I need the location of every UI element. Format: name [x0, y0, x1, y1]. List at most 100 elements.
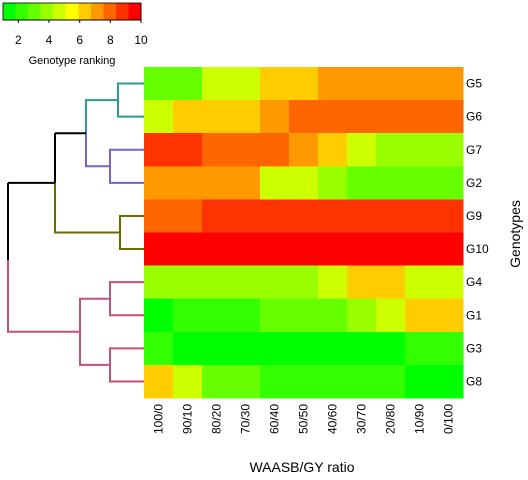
heatmap-cell-G6-3	[231, 100, 261, 134]
heatmap-cell-G3-5	[289, 331, 319, 366]
heatmap-cell-G10-8	[376, 232, 406, 267]
column-label-7: 30/70	[355, 404, 369, 434]
heatmap-cell-G1-9	[405, 298, 435, 333]
column-label-3: 70/30	[239, 404, 253, 434]
heatmap-cell-G7-7	[347, 133, 377, 167]
column-label-9: 10/90	[413, 404, 427, 434]
dendro-merge-G9-G10	[119, 214, 144, 251]
heatmap-cell-G1-2	[202, 298, 232, 333]
row-label-G9: G9	[466, 209, 482, 223]
heatmap-cell-G9-6	[318, 199, 348, 234]
dendro-merge-G5-G6	[117, 82, 144, 118]
legend-swatch-5	[65, 3, 79, 20]
heatmap-cell-G2-9	[405, 166, 435, 200]
row-label-G1: G1	[466, 308, 482, 322]
heatmap-cell-G6-6	[318, 100, 348, 134]
heatmap-cell-G4-1	[173, 265, 203, 300]
heatmap-cell-G10-10	[434, 232, 464, 267]
heatmap-cell-G1-1	[173, 298, 203, 333]
heatmap-cell-G4-3	[231, 265, 261, 300]
heatmap-cell-G1-3	[231, 298, 261, 333]
heatmap-cell-G5-8	[376, 67, 406, 101]
heatmap-cell-G3-7	[347, 331, 377, 366]
heatmap-cell-G4-5	[289, 265, 319, 300]
heatmap-cell-G4-4	[260, 265, 290, 300]
heatmap-cell-G6-7	[347, 100, 377, 134]
dendro-merge-G7-G2	[109, 148, 144, 184]
heatmap-cell-G5-5	[289, 67, 319, 101]
heatmap-cell-G3-1	[173, 331, 203, 366]
heatmap-cell-G6-4	[260, 100, 290, 134]
heatmap-cell-G5-0	[144, 67, 174, 101]
row-label-G5: G5	[466, 77, 482, 91]
heatmap-cell-G9-2	[202, 199, 232, 234]
dendro-merge-G3-G8	[109, 347, 144, 383]
heatmap-cell-G10-7	[347, 232, 377, 267]
dendro-branch-G5G6	[85, 99, 118, 134]
heatmap-cell-G1-10	[434, 298, 464, 333]
heatmap-cell-G4-9	[405, 265, 435, 300]
row-label-G2: G2	[466, 176, 482, 190]
column-label-10: 0/100	[442, 404, 456, 434]
heatmap-cell-G9-8	[376, 199, 406, 234]
column-label-8: 20/80	[384, 404, 398, 434]
heatmap-cell-G7-2	[202, 133, 232, 167]
row-label-G10: G10	[466, 242, 489, 256]
heatmap-cell-G4-10	[434, 265, 464, 300]
legend-swatch-9	[115, 3, 129, 20]
heatmap-cell-G6-2	[202, 100, 232, 134]
legend-tick-label-2: 6	[76, 33, 83, 47]
heatmap-cell-G8-9	[405, 364, 435, 399]
row-label-G7: G7	[466, 143, 482, 157]
heatmap-cell-G7-0	[144, 133, 174, 167]
heatmap-cell-G10-1	[173, 232, 203, 267]
heatmap-cell-G3-10	[434, 331, 464, 366]
heatmap-cell-G5-6	[318, 67, 348, 101]
column-label-2: 80/20	[210, 404, 224, 434]
dendrogram	[7, 82, 144, 383]
legend-swatch-6	[78, 3, 92, 20]
heatmap-cell-G2-5	[289, 166, 319, 200]
heatmap-cell-G8-10	[434, 364, 464, 399]
heatmap-cell-G8-1	[173, 364, 203, 399]
heatmap-cell-G1-5	[289, 298, 319, 333]
heatmap-cell-G1-4	[260, 298, 290, 333]
heatmap-cell-G7-1	[173, 133, 203, 167]
legend-swatch-8	[103, 3, 117, 20]
heatmap-cell-G10-0	[144, 232, 174, 267]
heatmap-cell-G1-7	[347, 298, 377, 333]
legend-tick-label-4: 10	[134, 33, 148, 47]
x-axis-title: WAASB/GY ratio	[249, 459, 354, 475]
heatmap-cell-G2-7	[347, 166, 377, 200]
heatmap-cell-G6-10	[434, 100, 464, 134]
heatmap-cell-G5-7	[347, 67, 377, 101]
heatmap-cell-G3-3	[231, 331, 261, 366]
column-labels: 100/0 90/10 80/20 70/30 60/40 50/50 40/60 30/70…	[152, 404, 456, 434]
heatmap-cell-G9-0	[144, 199, 174, 234]
heatmap-cell-G9-10	[434, 199, 464, 234]
dendro-branch-cluster2	[54, 182, 120, 234]
heatmap-cell-G2-0	[144, 166, 174, 200]
heatmap-cell-G5-10	[434, 67, 464, 101]
heatmap-cell-G7-3	[231, 133, 261, 167]
heatmap-cell-G6-1	[173, 100, 203, 134]
heatmap-cell-G8-7	[347, 364, 377, 399]
heatmap-cell-G5-1	[173, 67, 203, 101]
legend-swatch-1	[15, 3, 29, 20]
heatmap-cell-G10-4	[260, 232, 290, 267]
heatmap-cell-G2-1	[173, 166, 203, 200]
heatmap-cell-G8-8	[376, 364, 406, 399]
heatmap-cell-G9-4	[260, 199, 290, 234]
legend-swatch-7	[90, 3, 104, 20]
heatmap-cell-G3-0	[144, 331, 174, 366]
heatmap-cell-G7-8	[376, 133, 406, 167]
color-scale-legend: 2 4 6 8 10	[2, 2, 148, 47]
heatmap-cell-G10-9	[405, 232, 435, 267]
dendro-merge-cluster3	[79, 297, 110, 366]
legend-swatch-2	[28, 3, 42, 20]
heatmap-cell-G3-9	[405, 331, 435, 366]
row-label-G8: G8	[466, 374, 482, 388]
heatmap-cell-G8-4	[260, 364, 290, 399]
heatmap-cell-G2-10	[434, 166, 464, 200]
heatmap-cell-G7-5	[289, 133, 319, 167]
